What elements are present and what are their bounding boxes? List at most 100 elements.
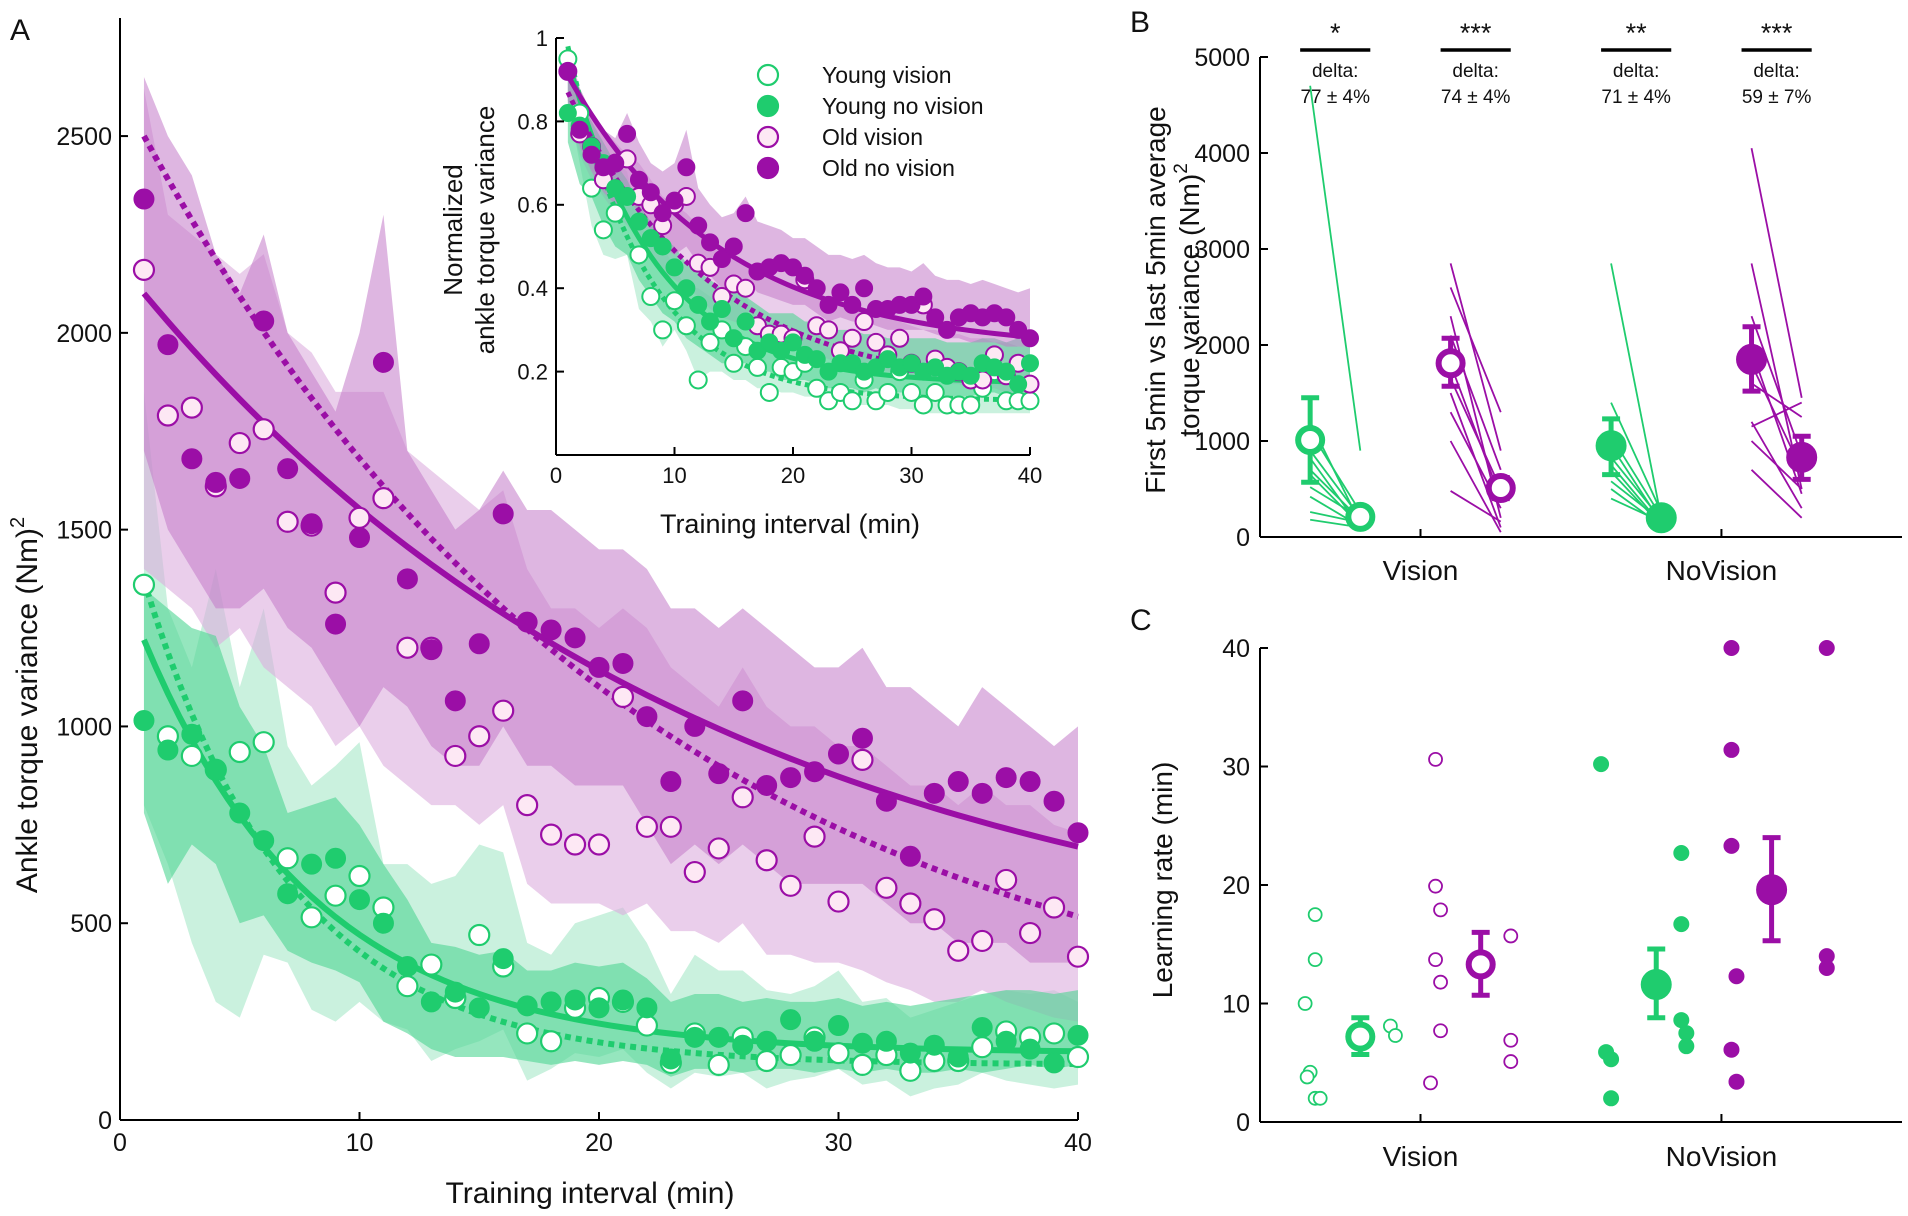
panel-b-pair-old-no-vision <box>1751 401 1803 428</box>
inset-y-tick-label: 1 <box>536 26 548 51</box>
panel-a-point-young-vision <box>635 1014 659 1037</box>
panel-b-pair-old-vision <box>1449 378 1502 490</box>
panel-a-point-old-no-vision <box>636 706 658 728</box>
panel-a-point-young-vision <box>228 740 251 764</box>
inset-point-young-no-vision <box>653 237 672 256</box>
panel-a-point-old-no-vision <box>253 310 275 332</box>
panel-a-point-young-no-vision <box>588 997 610 1019</box>
panel-a-point-young-vision <box>252 731 275 754</box>
panel-a-point-old-no-vision <box>181 448 203 470</box>
inset-point-old-no-vision <box>795 266 814 285</box>
panel-a-point-old-vision <box>324 581 347 604</box>
panel-b-delta-value: 71 ± 4% <box>1601 87 1671 108</box>
panel-b-pair-old-no-vision <box>1750 469 1803 519</box>
inset-y-tick-label: 0.6 <box>517 193 548 218</box>
inset-point-young-no-vision <box>961 366 980 385</box>
inset-point-young-vision <box>1020 391 1040 411</box>
legend-label-young-no-vision: Young no vision <box>822 93 984 119</box>
inset-point-old-no-vision <box>1021 329 1039 348</box>
panel-a-point-old-vision <box>683 860 706 884</box>
inset-band-old-no-vision <box>567 46 1030 347</box>
panel-a-point-old-no-vision <box>1067 822 1089 844</box>
panel-b-annotations: * delta: 77 ± 4% *** delta: 74 ± 4% ** delta: 71… <box>1300 18 1812 108</box>
panel-b-ylabel-line2: torque variance (Nm)2 <box>1171 163 1205 437</box>
inset-point-young-no-vision <box>1021 354 1039 373</box>
inset-point-young-no-vision <box>1009 375 1028 394</box>
panel-a-point-young-no-vision <box>971 1017 993 1039</box>
inset-x-tick-label: 10 <box>662 463 686 488</box>
panel-a-x-tick-label: 20 <box>585 1129 613 1157</box>
panel-b-significance-stars: * <box>1330 18 1341 48</box>
panel-b-category-vision: Vision <box>1383 555 1459 586</box>
inset-point-young-no-vision <box>784 333 802 352</box>
panel-c-y-tick-label: 10 <box>1222 991 1250 1019</box>
panel-a-point-young-no-vision <box>851 1032 873 1054</box>
panel-a-point-old-no-vision <box>828 743 849 765</box>
inset-y-tick-label: 0.2 <box>517 360 548 385</box>
inset-point-old-vision <box>890 328 910 348</box>
panel-c-point-young-vision <box>1312 1090 1328 1106</box>
inset-ylabel-line1: Normalized <box>438 164 468 296</box>
inset-point-young-vision <box>925 382 945 402</box>
panel-a-point-young-vision <box>1066 1045 1090 1069</box>
panel-c-point-old-vision <box>1503 928 1519 944</box>
panel-a-point-old-vision <box>156 404 179 427</box>
legend-label-old-no-vision: Old no vision <box>822 155 955 181</box>
panel-a-point-old-vision <box>539 823 563 846</box>
panel-a-point-young-no-vision <box>253 830 275 852</box>
panel-a-y-tick-label: 0 <box>98 1107 112 1135</box>
panel-a-band-young-no-vision <box>143 588 1078 1077</box>
panel-a-fit-young-no-vision <box>141 638 1079 1055</box>
panel-a-point-old-vision <box>731 786 754 809</box>
inset-point-old-no-vision <box>558 62 577 81</box>
panel-c-means <box>1345 835 1788 1057</box>
panel-a-point-young-no-vision <box>325 847 347 869</box>
panel-a-point-old-vision <box>1018 921 1042 945</box>
panel-c-point-young-no-vision <box>1593 756 1610 773</box>
panel-a-point-old-no-vision <box>756 774 778 796</box>
panel-a-point-old-no-vision <box>444 690 466 712</box>
inset-point-young-vision <box>641 287 661 307</box>
inset-point-young-vision <box>842 391 862 411</box>
inset-xlabel: Training interval (min) <box>660 509 920 539</box>
panel-b-significance-stars: *** <box>1460 18 1492 48</box>
panel-b-y-tick-label: 2000 <box>1194 332 1250 360</box>
inset-point-old-no-vision <box>997 308 1016 327</box>
panel-b-mean-first-young-vision <box>1295 425 1326 456</box>
panel-a-point-young-no-vision <box>444 981 466 1003</box>
panel-b-delta-value: 77 ± 4% <box>1300 87 1370 108</box>
inset-point-young-vision <box>807 378 827 398</box>
panel-c-point-young-vision <box>1299 1069 1315 1085</box>
legend-label-young-vision: Young vision <box>822 62 952 88</box>
panel-a-point-old-no-vision <box>947 771 969 793</box>
panel-a-point-young-vision <box>899 1059 922 1082</box>
panel-c-point-young-no-vision <box>1678 1038 1695 1055</box>
panel-b-mean-last-old-vision <box>1485 473 1516 504</box>
panel-a-point-old-no-vision <box>372 351 394 373</box>
panel-a-y-tick-label: 2500 <box>56 123 112 151</box>
panel-a-point-young-vision <box>516 1022 539 1045</box>
panel-b-y-tick-label: 1000 <box>1194 428 1250 456</box>
panel-a-x-tick-label: 0 <box>113 1129 127 1157</box>
inset-point-old-no-vision <box>582 145 601 164</box>
inset-point-young-vision <box>605 203 625 223</box>
panel-a-point-old-vision <box>252 418 275 441</box>
panel-c-point-old-vision <box>1423 1075 1438 1091</box>
inset-point-young-vision <box>593 220 613 240</box>
panel-a-point-young-no-vision <box>1067 1024 1089 1046</box>
panel-a-point-old-vision <box>851 748 874 771</box>
panel-a-point-old-vision <box>180 396 203 419</box>
panel-a-point-old-no-vision <box>804 761 826 783</box>
panel-b-pair-young-no-vision <box>1610 263 1663 518</box>
panel-a-point-young-vision <box>851 1053 874 1077</box>
inset-legend: Young vision Young no vision Old vision Old… <box>756 62 984 181</box>
panel-a-point-young-no-vision <box>396 956 418 978</box>
inset-point-old-no-vision <box>843 295 862 314</box>
panel-a-point-old-no-vision <box>899 845 921 867</box>
panel-c-point-old-no-vision <box>1818 959 1835 976</box>
panel-a-label: A <box>10 14 30 47</box>
panel-a-point-young-no-vision <box>995 1030 1017 1052</box>
panel-a-point-old-vision <box>659 815 682 838</box>
panel-a-point-old-vision <box>923 908 946 931</box>
